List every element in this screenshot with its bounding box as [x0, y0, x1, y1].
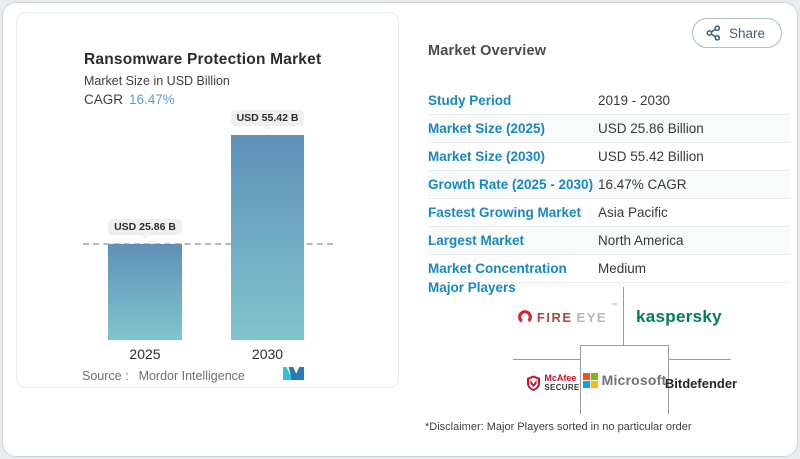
- bar-2025: [108, 244, 182, 340]
- mcafee-shield-icon: [527, 375, 541, 391]
- source-label: Source :: [82, 369, 129, 383]
- mcafee-line1: McAfee: [544, 373, 577, 384]
- source-row: Source : Mordor Intelligence: [82, 369, 245, 383]
- row-value: North America: [598, 233, 684, 248]
- row-label: Largest Market: [428, 233, 525, 248]
- bar-group-2030: USD 55.42 B 2030: [230, 110, 305, 362]
- bitdefender-logo: Bitdefender: [664, 375, 738, 391]
- row-value: Asia Pacific: [598, 205, 668, 220]
- table-row: Market Size (2030) USD 55.42 Billion: [428, 143, 790, 171]
- microsoft-wordmark: Microsoft: [601, 372, 667, 388]
- baseline-dashed-line: [83, 243, 333, 246]
- market-overview-panel: Market Overview Study Period 2019 - 2030…: [418, 3, 797, 456]
- table-row: Study Period 2019 - 2030: [428, 87, 790, 115]
- row-label: Market Concentration: [428, 261, 567, 276]
- table-row: Growth Rate (2025 - 2030) 16.47% CAGR: [428, 171, 790, 199]
- chart-title: Ransomware Protection Market: [84, 51, 322, 68]
- share-label: Share: [728, 25, 765, 41]
- microsoft-cell: Microsoft: [580, 345, 669, 414]
- bar-value-label-2030: USD 55.42 B: [230, 110, 305, 130]
- cagr-value: 16.47%: [129, 92, 175, 107]
- source-value: Mordor Intelligence: [138, 369, 245, 383]
- bar-chart: USD 25.86 B 2025 USD 55.42 B 2030: [83, 110, 333, 362]
- major-players-grid: FIRE EYE ™ kaspersky Microsoft: [503, 287, 738, 415]
- kaspersky-logo: kaspersky: [636, 307, 722, 326]
- table-row: Market Size (2025) USD 25.86 Billion: [428, 115, 790, 143]
- cagr-label: CAGR: [84, 92, 124, 107]
- row-label: Market Size (2030): [428, 149, 546, 164]
- grid-divider-horizontal-left: [513, 359, 580, 360]
- fireeye-trademark: ™: [611, 303, 618, 309]
- bar-2030: [231, 135, 304, 340]
- x-axis-label-2025: 2025: [129, 346, 161, 362]
- chart-header: Ransomware Protection Market Market Size…: [84, 51, 382, 107]
- chart-panel: Ransomware Protection Market Market Size…: [16, 12, 399, 388]
- disclaimer-text: *Disclaimer: Major Players sorted in no …: [425, 421, 692, 433]
- fireeye-wordmark-primary: FIRE: [536, 309, 573, 325]
- x-axis-label-2030: 2030: [251, 346, 284, 362]
- table-row: Fastest Growing Market Asia Pacific: [428, 199, 790, 227]
- mcafee-line2: SECURE: [544, 382, 580, 392]
- chart-subtitle: Market Size in USD Billion: [84, 74, 230, 88]
- mordor-intelligence-logo-icon: [283, 367, 304, 380]
- row-label: Fastest Growing Market: [428, 205, 582, 220]
- share-button[interactable]: Share: [691, 18, 782, 48]
- microsoft-logo-icon: [582, 372, 598, 388]
- overview-table: Study Period 2019 - 2030 Market Size (20…: [428, 87, 790, 283]
- row-value: Medium: [598, 261, 647, 276]
- share-icon: [706, 25, 721, 41]
- table-row: Largest Market North America: [428, 227, 790, 255]
- fireeye-icon: [518, 310, 532, 324]
- bar-group-2025: USD 25.86 B 2025: [108, 135, 182, 362]
- table-row: Market Concentration Medium: [428, 255, 790, 283]
- row-value: 16.47% CAGR: [598, 177, 687, 192]
- row-label: Study Period: [428, 93, 512, 108]
- bar-value-label-2025: USD 25.86 B: [108, 219, 182, 240]
- major-players-label: Major Players: [428, 280, 516, 295]
- fireeye-logo: FIRE EYE ™: [511, 297, 623, 337]
- mcafee-wordmark: McAfee SECURE: [544, 373, 580, 392]
- row-value: 2019 - 2030: [598, 93, 671, 108]
- row-label: Market Size (2025): [428, 121, 546, 136]
- cagr-line: CAGR 16.47%: [84, 92, 382, 107]
- grid-divider-horizontal-right: [667, 359, 731, 360]
- grid-divider-vertical: [623, 287, 624, 345]
- mcafee-logo: McAfee SECURE: [523, 363, 583, 403]
- row-value: USD 55.42 Billion: [598, 149, 704, 164]
- row-value: USD 25.86 Billion: [598, 121, 704, 136]
- row-label: Growth Rate (2025 - 2030): [428, 177, 594, 192]
- fireeye-wordmark-secondary: EYE: [576, 309, 608, 325]
- overview-title: Market Overview: [428, 43, 547, 59]
